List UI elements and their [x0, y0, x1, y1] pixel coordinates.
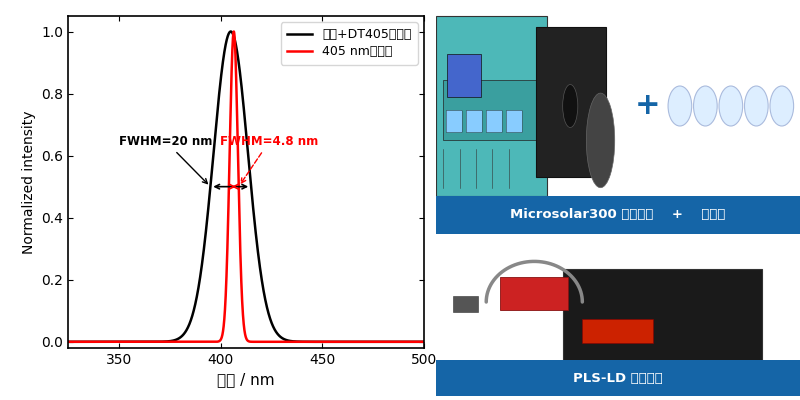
- Text: PLS-LD 激光光源: PLS-LD 激光光源: [573, 372, 663, 384]
- Text: FWHM=20 nm: FWHM=20 nm: [119, 135, 212, 184]
- 405 nm激光器: [63, 339, 73, 344]
- FancyBboxPatch shape: [453, 296, 478, 312]
- FancyBboxPatch shape: [446, 110, 462, 133]
- FancyBboxPatch shape: [436, 360, 800, 396]
- Ellipse shape: [694, 86, 717, 126]
- 405 nm激光器: [419, 339, 429, 344]
- Text: Microsolar300 氙灯光源    +    滤光片: Microsolar300 氙灯光源 + 滤光片: [510, 208, 726, 222]
- Ellipse shape: [770, 86, 794, 126]
- 405 nm激光器: [346, 339, 356, 344]
- Ellipse shape: [586, 93, 614, 188]
- FancyBboxPatch shape: [506, 110, 522, 133]
- 405 nm激光器: [290, 339, 299, 344]
- 405 nm激光器: [327, 339, 337, 344]
- 405 nm激光器: [274, 339, 283, 344]
- 氙灯+DT405滤光片: [274, 333, 283, 338]
- X-axis label: 波长 / nm: 波长 / nm: [217, 372, 275, 388]
- 氙灯+DT405滤光片: [419, 339, 429, 344]
- Text: FWHM=4.8 nm: FWHM=4.8 nm: [220, 135, 318, 183]
- Legend: 氙灯+DT405滤光片, 405 nm激光器: 氙灯+DT405滤光片, 405 nm激光器: [281, 22, 418, 64]
- FancyBboxPatch shape: [436, 16, 547, 196]
- 氙灯+DT405滤光片: [81, 339, 90, 344]
- FancyBboxPatch shape: [562, 269, 762, 364]
- FancyBboxPatch shape: [486, 110, 502, 133]
- 氙灯+DT405滤光片: [290, 339, 299, 344]
- FancyBboxPatch shape: [443, 80, 543, 140]
- FancyBboxPatch shape: [582, 319, 653, 342]
- 氙灯+DT405滤光片: [192, 294, 202, 299]
- FancyBboxPatch shape: [501, 277, 568, 310]
- 氙灯+DT405滤光片: [63, 339, 73, 344]
- FancyBboxPatch shape: [466, 110, 482, 133]
- Line: 氙灯+DT405滤光片: 氙灯+DT405滤光片: [68, 32, 424, 342]
- Text: +: +: [634, 92, 660, 120]
- FancyBboxPatch shape: [436, 196, 800, 234]
- Ellipse shape: [668, 86, 692, 126]
- FancyBboxPatch shape: [536, 26, 606, 177]
- FancyBboxPatch shape: [447, 54, 481, 97]
- Ellipse shape: [562, 84, 578, 128]
- 405 nm激光器: [229, 29, 238, 34]
- 405 nm激光器: [81, 339, 90, 344]
- 氙灯+DT405滤光片: [327, 339, 337, 344]
- Ellipse shape: [745, 86, 768, 126]
- Ellipse shape: [719, 86, 742, 126]
- Line: 405 nm激光器: 405 nm激光器: [68, 32, 424, 342]
- 405 nm激光器: [192, 339, 202, 344]
- 氙灯+DT405滤光片: [226, 29, 235, 34]
- Y-axis label: Normalized intensity: Normalized intensity: [22, 110, 35, 254]
- 氙灯+DT405滤光片: [346, 339, 356, 344]
